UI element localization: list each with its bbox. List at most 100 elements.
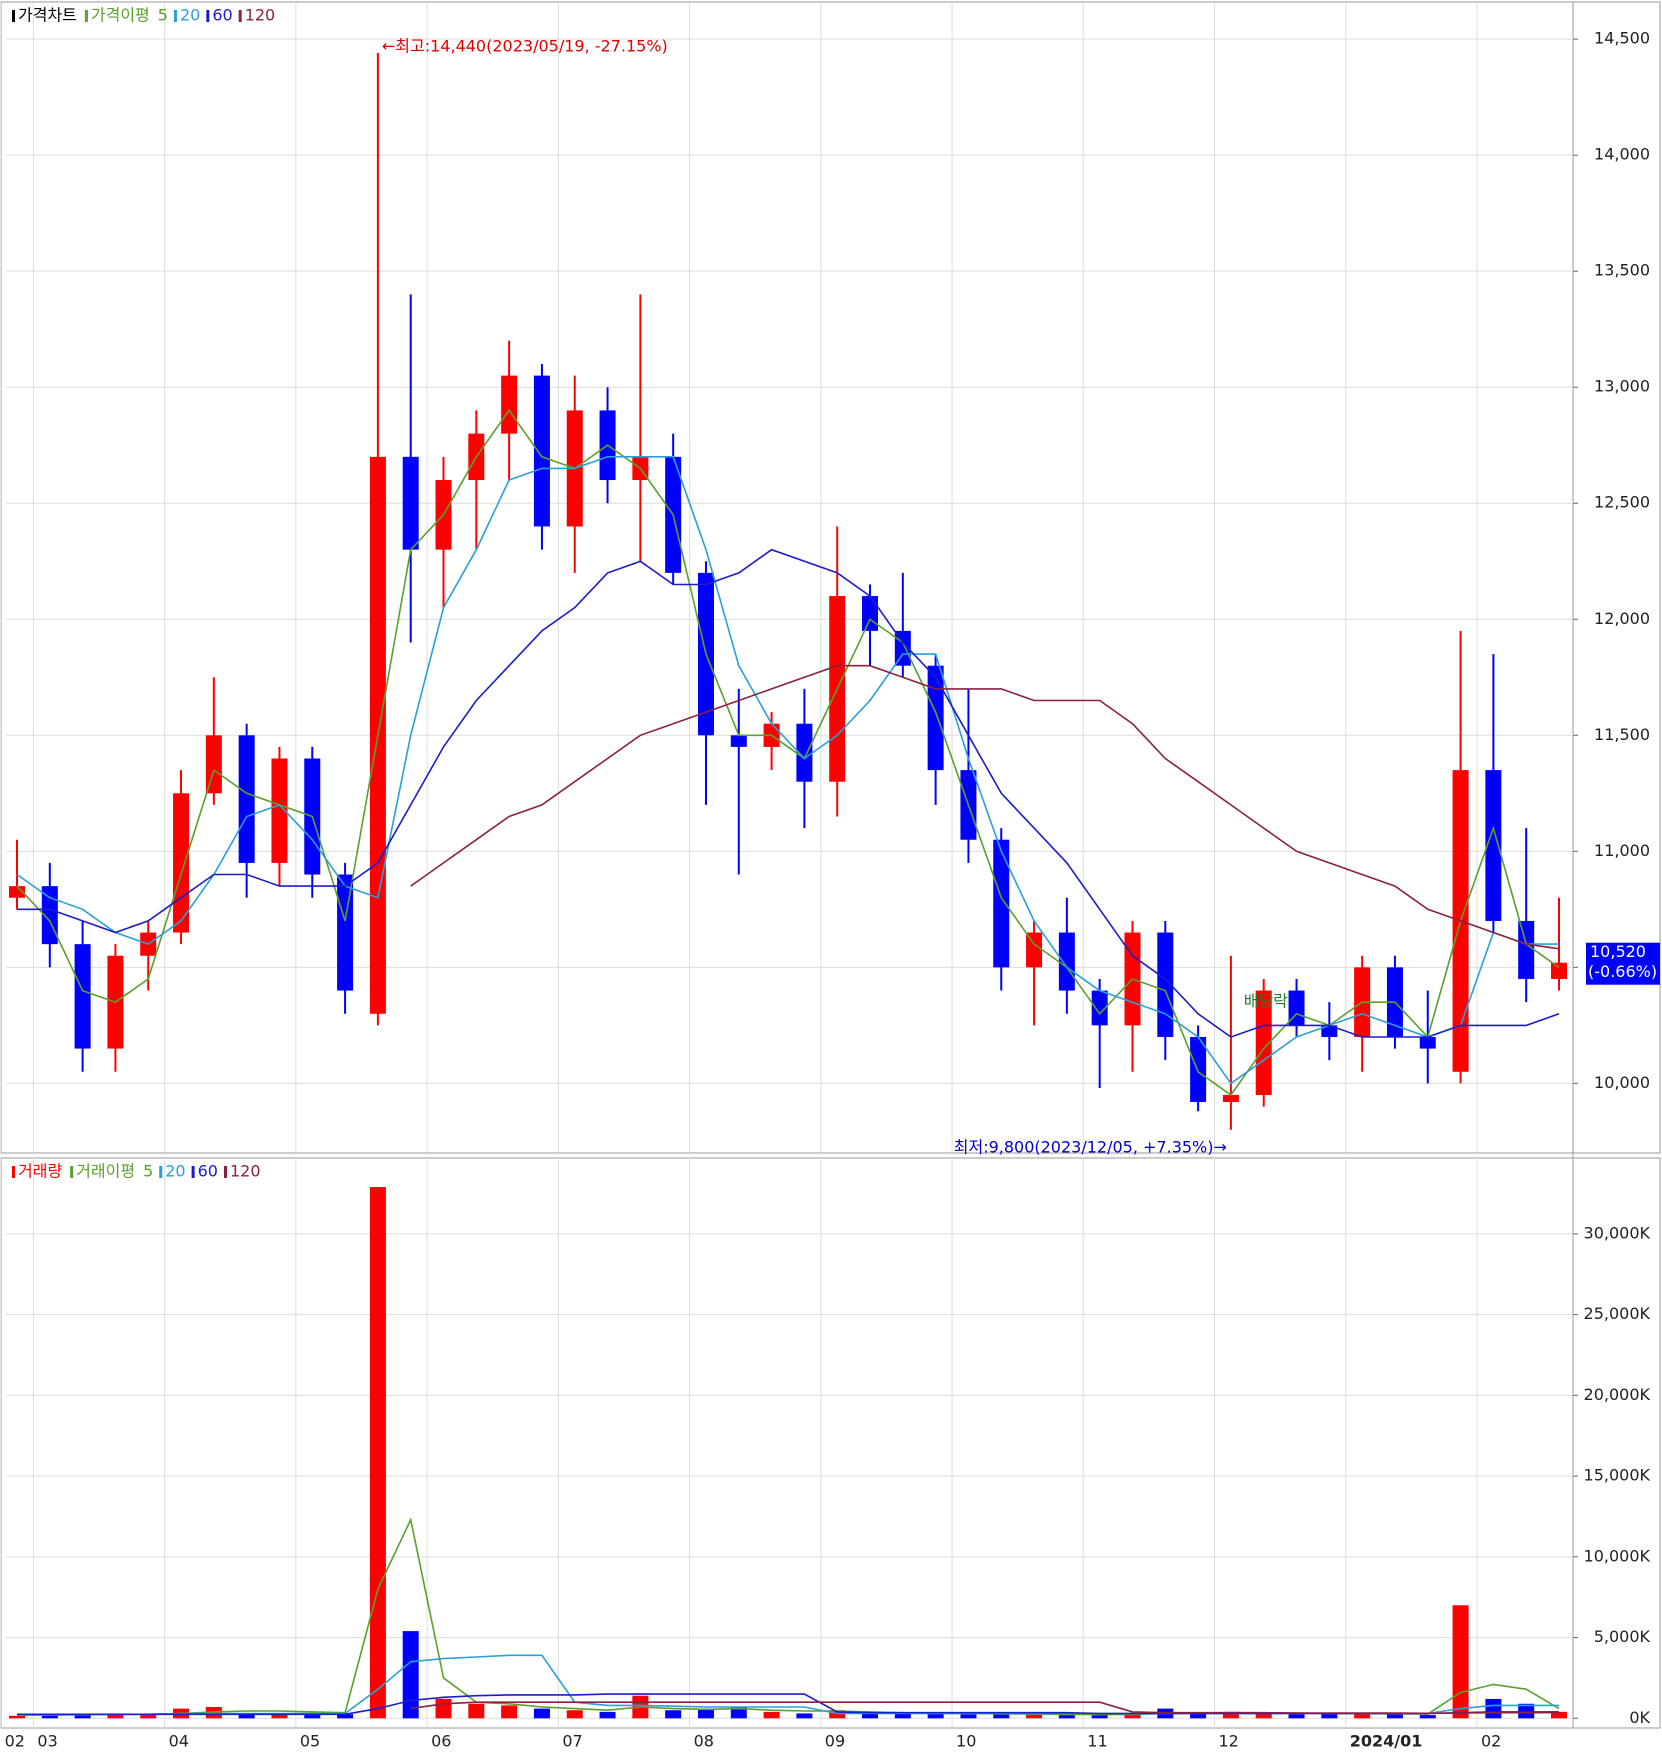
- legend-swatch: [84, 10, 88, 22]
- volume-bar: [337, 1714, 354, 1719]
- x-tick-label: 02: [5, 1732, 25, 1751]
- y-tick-label: 13,000: [1594, 377, 1650, 396]
- volume-bar: [304, 1715, 321, 1719]
- y-tick-label: 11,000: [1594, 841, 1650, 860]
- volume-bar: [894, 1713, 911, 1719]
- volume-bar: [1485, 1698, 1502, 1719]
- candle-body: [271, 758, 288, 863]
- ma-line: [17, 548, 1560, 1038]
- legend-swatch: [70, 1166, 74, 1178]
- volume-bar: [1124, 1714, 1141, 1719]
- legend-ma-label: 거래이평: [76, 1162, 135, 1181]
- candle-body: [74, 944, 91, 1049]
- ma-line: [17, 1517, 1560, 1716]
- candle-body: [1091, 990, 1108, 1026]
- legend-entry: 120: [230, 1162, 261, 1181]
- current-price: 10,520: [1590, 942, 1646, 961]
- volume-bar: [960, 1714, 977, 1719]
- volume-bar: [1222, 1711, 1239, 1719]
- x-tick-label: 02: [1481, 1732, 1501, 1751]
- volume-bar: [763, 1711, 780, 1719]
- ma-line: [410, 664, 1560, 950]
- y-tick-label: 14,500: [1594, 29, 1650, 48]
- volume-bar: [402, 1631, 419, 1719]
- candle-body: [1222, 1094, 1239, 1102]
- volume-bar: [41, 1715, 58, 1719]
- candle-body: [1518, 920, 1535, 979]
- y-tick-label: 12,500: [1594, 493, 1650, 512]
- candle-body: [533, 375, 550, 527]
- candle-body: [1321, 1025, 1338, 1037]
- high-annotation: ←최고:14,440(2023/05/19, -27.15%): [382, 37, 668, 56]
- x-tick-label: 10: [956, 1732, 976, 1751]
- x-tick-label: 04: [169, 1732, 189, 1751]
- y-tick-label: 13,500: [1594, 261, 1650, 280]
- volume-bar: [435, 1698, 452, 1719]
- volume-bar: [1452, 1605, 1469, 1719]
- volume-bar: [1354, 1713, 1371, 1719]
- volume-bar: [1551, 1711, 1567, 1719]
- legend-title: 거래량: [18, 1162, 62, 1181]
- volume-bar: [665, 1710, 682, 1719]
- volume-bar: [862, 1712, 879, 1719]
- candle-body: [173, 793, 190, 933]
- event-annotation: 배당락: [1244, 992, 1288, 1011]
- candle-body: [1255, 990, 1272, 1095]
- volume-bar: [1091, 1715, 1108, 1719]
- volume-bar: [927, 1713, 944, 1719]
- x-tick-label: 05: [300, 1732, 320, 1751]
- volume-bar: [1386, 1714, 1403, 1719]
- x-tick-label: 09: [825, 1732, 845, 1751]
- candle-body: [1288, 990, 1305, 1026]
- candle-body: [730, 735, 747, 747]
- volume-bar: [1321, 1713, 1338, 1719]
- candle-body: [927, 665, 944, 771]
- volume-bar: [993, 1713, 1010, 1719]
- candle-body: [1026, 932, 1043, 968]
- volume-bar: [1518, 1703, 1535, 1719]
- y-tick-label: 20,000K: [1584, 1385, 1651, 1404]
- volume-bar: [9, 1715, 25, 1719]
- candle-body: [1485, 770, 1502, 921]
- y-tick-label: 0K: [1629, 1708, 1650, 1727]
- legend-entry: 120: [245, 6, 276, 25]
- legend-entry: 20: [180, 6, 200, 25]
- y-tick-label: 14,000: [1594, 145, 1650, 164]
- volume-bar: [1419, 1715, 1436, 1719]
- x-tick-label: 2024/01: [1350, 1732, 1423, 1751]
- legend-entry: 20: [165, 1162, 185, 1181]
- volume-bar: [1255, 1712, 1272, 1719]
- volume-bar: [74, 1714, 91, 1719]
- volume-bar: [1288, 1714, 1305, 1719]
- candle-body: [993, 839, 1010, 968]
- legend-swatch: [206, 10, 210, 22]
- legend-entry: 5: [143, 1162, 153, 1181]
- legend-swatch: [159, 1166, 163, 1178]
- volume-bar: [1058, 1715, 1075, 1719]
- legend-swatch: [238, 10, 242, 22]
- ma-line: [17, 1654, 1559, 1716]
- candle-body: [1157, 932, 1174, 1037]
- candle-body: [501, 375, 518, 434]
- y-tick-label: 11,500: [1594, 725, 1650, 744]
- y-tick-label: 15,000K: [1584, 1466, 1651, 1485]
- current-price-box: [1586, 942, 1660, 985]
- legend-title: 가격차트: [18, 6, 77, 25]
- candle-body: [402, 456, 419, 550]
- volume-bar: [566, 1710, 583, 1719]
- y-tick-label: 10,000: [1594, 1073, 1650, 1092]
- panel-frame: [0, 1157, 1661, 1729]
- legend-swatch: [12, 1166, 15, 1178]
- y-tick-label: 12,000: [1594, 609, 1650, 628]
- ma-line: [410, 1701, 1559, 1715]
- ma-line: [16, 456, 1559, 1085]
- volume-bar: [1190, 1713, 1207, 1719]
- volume-bar: [501, 1705, 518, 1719]
- candle-body: [1190, 1036, 1207, 1102]
- volume-bar: [140, 1715, 157, 1719]
- legend-swatch: [223, 1166, 227, 1178]
- volume-bar: [468, 1703, 485, 1719]
- legend-entry: 60: [198, 1162, 218, 1181]
